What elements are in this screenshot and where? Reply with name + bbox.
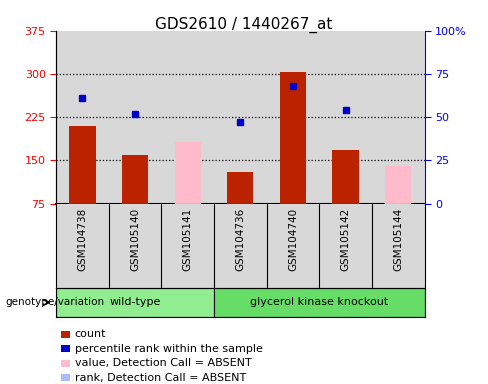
Text: rank, Detection Call = ABSENT: rank, Detection Call = ABSENT — [75, 373, 246, 383]
Text: GSM104738: GSM104738 — [78, 208, 87, 271]
Text: percentile rank within the sample: percentile rank within the sample — [75, 344, 263, 354]
Bar — [385, 166, 411, 204]
Text: GSM104740: GSM104740 — [288, 208, 298, 271]
Text: GSM104736: GSM104736 — [235, 208, 245, 271]
Text: glycerol kinase knockout: glycerol kinase knockout — [250, 297, 388, 308]
Text: value, Detection Call = ABSENT: value, Detection Call = ABSENT — [75, 358, 251, 368]
Text: GSM105142: GSM105142 — [341, 208, 350, 271]
Bar — [69, 126, 96, 204]
Text: genotype/variation: genotype/variation — [5, 297, 104, 308]
Text: count: count — [75, 329, 106, 339]
Bar — [122, 155, 148, 204]
Text: GSM105140: GSM105140 — [130, 208, 140, 271]
Bar — [175, 142, 201, 204]
Bar — [214, 288, 425, 317]
Text: GDS2610 / 1440267_at: GDS2610 / 1440267_at — [155, 17, 333, 33]
Text: GSM105144: GSM105144 — [393, 208, 403, 271]
Bar — [227, 172, 253, 204]
Bar — [280, 72, 306, 204]
Bar — [332, 150, 359, 204]
Text: GSM105141: GSM105141 — [183, 208, 193, 271]
Bar — [56, 288, 214, 317]
Text: wild-type: wild-type — [109, 297, 161, 308]
